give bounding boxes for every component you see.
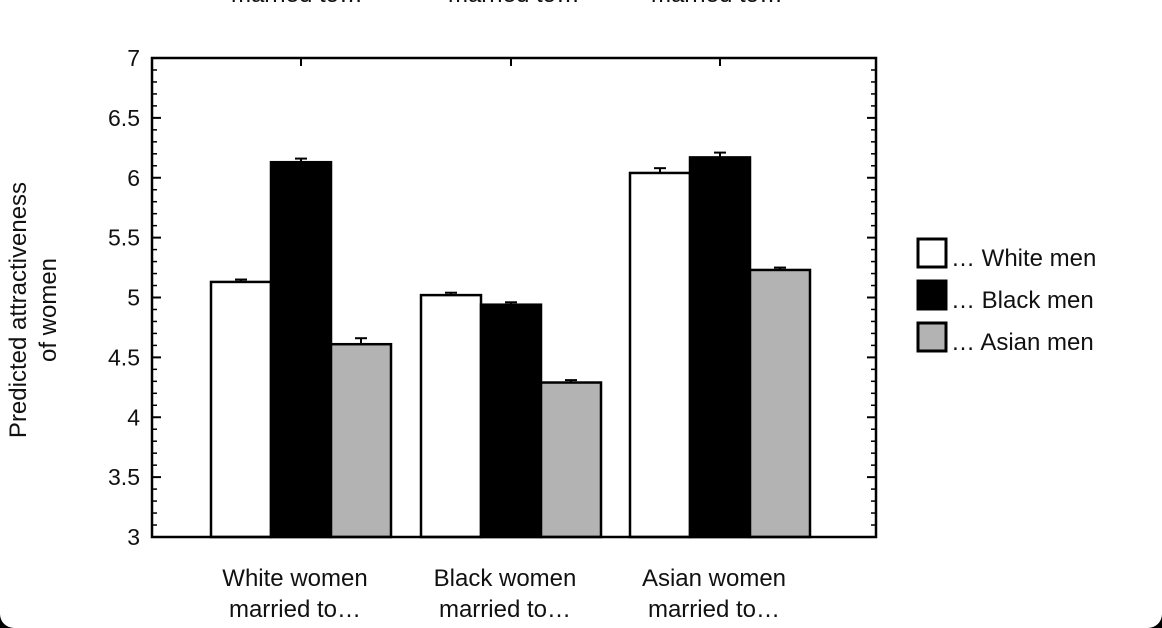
y-tick-label: 5.5 [108,225,140,251]
top-cut-text-2: married to… [448,0,580,8]
legend: … White men … Black men … Asian men [916,237,1096,356]
legend-label-2: … Black men [951,287,1094,314]
y-tick-label: 5 [127,285,140,311]
top-cut-text-3: married to… [651,0,783,8]
category-label-2-line-2: married to… [439,596,571,623]
category-label-2-line-1: Black women [434,565,577,592]
category-label-1-line-2: married to… [229,596,361,623]
y-tick-label: 6 [127,165,140,191]
bar-series-2-category-3 [688,156,752,539]
bar-series-2-category-2 [479,303,543,539]
bar-series-3-category-2 [539,381,603,539]
bar-series-2-category-1 [269,160,333,539]
legend-label-1: … White men [951,245,1096,272]
y-tick-label: 7 [127,45,140,71]
y-tick-label: 4 [127,404,140,430]
category-label-3-line-1: Asian women [642,565,786,592]
legend-swatch-1 [916,237,948,269]
y-tick-label: 6.5 [108,105,140,131]
legend-swatch-2 [916,279,948,311]
category-labels: White women married to… Black women married… [222,565,786,623]
category-label-1-line-1: White women [222,565,367,592]
category-label-3-line-2: married to… [648,596,780,623]
legend-label-3: … Asian men [951,329,1094,356]
y-axis-label-line-1: Predicted attractiveness [5,182,32,438]
plot-frame [150,56,878,539]
legend-swatch-3 [916,321,948,353]
y-tick-label: 3.5 [108,464,140,490]
top-cut-text-1: married to… [231,0,363,8]
y-tick-label: 4.5 [108,344,140,370]
bars [209,151,812,539]
y-axis-label-line-2: of women [35,258,62,362]
bar-series-1-category-3 [628,171,692,539]
y-axis-label: Predicted attractiveness of women [5,182,62,438]
y-tick-label: 3 [127,524,140,550]
bar-series-1-category-2 [419,293,483,539]
top-cut-text-group: married to… married to… married to… [231,0,783,8]
bar-series-3-category-3 [748,268,812,539]
plot-area-border [150,56,878,539]
bar-series-3-category-1 [329,342,393,539]
bar-series-1-category-1 [209,280,273,539]
